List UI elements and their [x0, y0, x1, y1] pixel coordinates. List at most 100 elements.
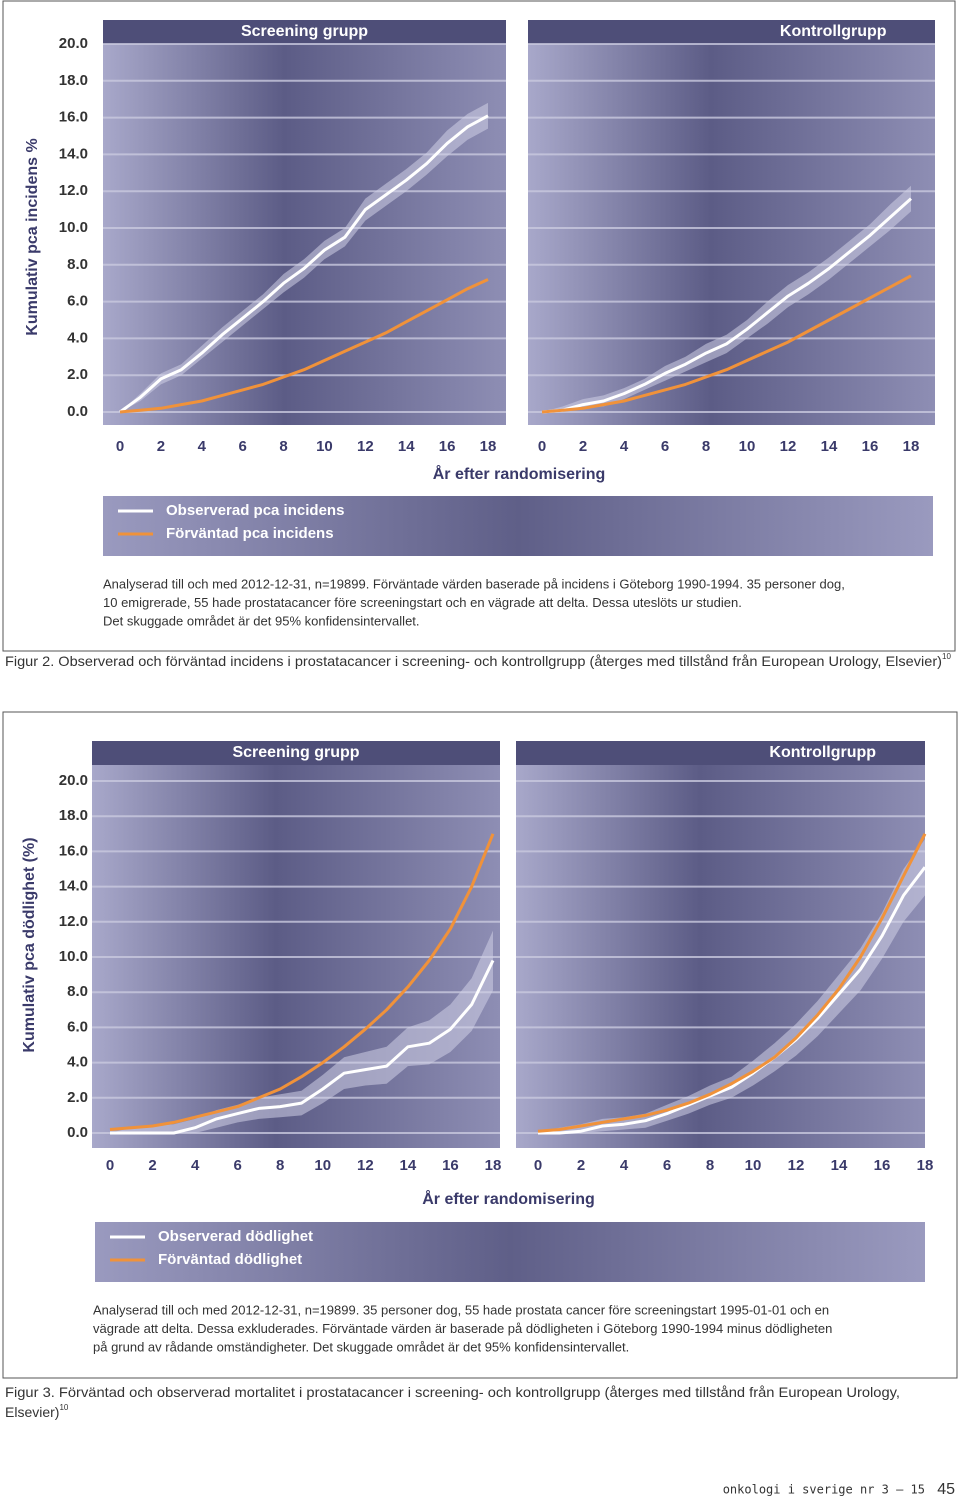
y-tick-label: 10.0: [59, 219, 88, 236]
y-tick-label: 16.0: [59, 109, 88, 126]
caption-reference: 10: [59, 1403, 68, 1412]
figure-caption: Figur 2. Observerad och förväntad incide…: [5, 652, 951, 669]
x-tick-label: 16: [862, 438, 879, 455]
y-tick-label: 18.0: [59, 807, 88, 824]
figure-note: vägrade att delta. Dessa exkluderades. F…: [93, 1321, 832, 1336]
x-tick-label: 14: [831, 1157, 848, 1174]
confidence-band: [120, 102, 488, 413]
legend-label: Förväntad pca incidens: [166, 525, 334, 542]
x-tick-label: 2: [148, 1157, 156, 1174]
page-number: 45: [937, 1481, 955, 1498]
x-tick-label: 4: [620, 438, 629, 455]
y-tick-label: 0.0: [67, 1124, 88, 1141]
x-tick-label: 10: [316, 438, 333, 455]
x-tick-label: 18: [917, 1157, 934, 1174]
series-line: [119, 278, 489, 414]
panel-header: [528, 20, 935, 44]
figure-caption: Elsevier)10: [5, 1403, 69, 1420]
x-tick-label: 16: [439, 438, 456, 455]
x-tick-label: 0: [534, 1157, 542, 1174]
x-tick-label: 16: [442, 1157, 459, 1174]
x-tick-label: 18: [485, 1157, 502, 1174]
y-tick-label: 2.0: [67, 366, 88, 383]
y-axis-title: Kumulativ pca incidens %: [24, 138, 41, 335]
x-tick-label: 4: [620, 1157, 629, 1174]
y-tick-label: 2.0: [67, 1089, 88, 1106]
y-tick-label: 6.0: [67, 293, 88, 310]
figure-frame: [2, 0, 956, 652]
figure-note: Analyserad till och med 2012-12-31, n=19…: [103, 576, 845, 591]
legend-label: Observerad pca incidens: [166, 502, 344, 519]
x-tick-label: 0: [538, 438, 546, 455]
x-tick-label: 14: [821, 438, 838, 455]
journal-name: onkologi i sverige nr 3 – 15: [723, 1483, 925, 1497]
x-tick-label: 8: [706, 1157, 714, 1174]
x-tick-label: 8: [702, 438, 710, 455]
x-axis-title: År efter randomisering: [422, 1189, 594, 1208]
series-line: [541, 197, 913, 414]
y-tick-label: 12.0: [59, 182, 88, 199]
legend-label: Förväntad dödlighet: [158, 1251, 302, 1268]
x-tick-label: 18: [480, 438, 497, 455]
legend-label: Observerad dödlighet: [158, 1228, 313, 1245]
x-tick-label: 12: [357, 1157, 374, 1174]
y-tick-label: 8.0: [67, 256, 88, 273]
y-tick-label: 8.0: [67, 983, 88, 1000]
y-tick-label: 18.0: [59, 72, 88, 89]
y-tick-label: 4.0: [67, 1054, 88, 1071]
y-tick-label: 10.0: [59, 948, 88, 965]
series-line: [541, 274, 912, 414]
panel-title: Kontrollgrupp: [769, 744, 876, 761]
y-tick-label: 6.0: [67, 1018, 88, 1035]
panel-title: Screening grupp: [232, 744, 359, 761]
x-tick-label: 6: [233, 1157, 241, 1174]
panel-title: Screening grupp: [241, 23, 368, 40]
legend-box: [103, 496, 933, 556]
x-tick-label: 8: [279, 438, 287, 455]
x-tick-label: 8: [276, 1157, 284, 1174]
x-tick-label: 18: [903, 438, 920, 455]
confidence-band: [110, 930, 493, 1133]
x-tick-label: 4: [198, 438, 207, 455]
figure-frame: [2, 711, 958, 1379]
x-tick-label: 6: [663, 1157, 671, 1174]
figure-note: 10 emigrerade, 55 hade prostatacancer fö…: [103, 595, 742, 610]
caption-reference: 10: [942, 652, 951, 661]
x-tick-label: 6: [238, 438, 246, 455]
panel-header: [92, 741, 500, 765]
caption-text: Figur 3. Förväntad och observerad mortal…: [5, 1384, 900, 1400]
y-tick-label: 14.0: [59, 145, 88, 162]
y-tick-label: 12.0: [59, 913, 88, 930]
y-tick-label: 0.0: [67, 403, 88, 420]
x-axis-title: År efter randomisering: [433, 464, 605, 483]
x-tick-label: 14: [398, 438, 415, 455]
y-axis-title: Kumulativ pca dödlighet (%): [21, 837, 38, 1052]
series-line: [109, 833, 495, 1131]
panel-background: [103, 44, 506, 425]
caption-text: Figur 2. Observerad och förväntad incide…: [5, 653, 942, 669]
panel-title: Kontrollgrupp: [780, 23, 887, 40]
x-tick-label: 2: [577, 1157, 585, 1174]
series-line: [537, 833, 927, 1133]
series-line: [110, 959, 495, 1135]
y-tick-label: 14.0: [59, 878, 88, 895]
y-tick-label: 16.0: [59, 842, 88, 859]
x-tick-label: 10: [745, 1157, 762, 1174]
figure-note: på grund av rådande omständigheter. Det …: [93, 1339, 629, 1354]
x-tick-label: 14: [400, 1157, 417, 1174]
x-tick-label: 4: [191, 1157, 200, 1174]
series-line: [538, 866, 927, 1135]
x-tick-label: 0: [106, 1157, 114, 1174]
x-tick-label: 6: [661, 438, 669, 455]
figure-caption: Figur 3. Förväntad och observerad mortal…: [5, 1384, 900, 1400]
panel-header: [516, 741, 925, 765]
x-tick-label: 12: [780, 438, 797, 455]
panel-header: [103, 20, 506, 44]
x-tick-label: 0: [116, 438, 124, 455]
x-tick-label: 12: [357, 438, 374, 455]
figure-note: Det skuggade området är det 95% konfiden…: [103, 613, 420, 628]
y-tick-label: 20.0: [59, 35, 88, 52]
series-line: [119, 114, 489, 414]
